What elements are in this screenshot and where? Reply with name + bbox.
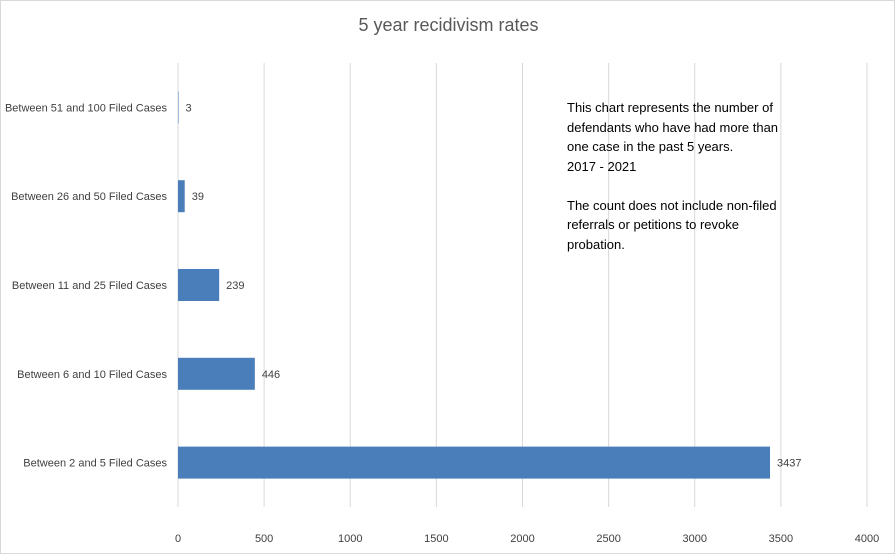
annotation-line-5	[567, 176, 817, 196]
category-label-4: Between 6 and 10 Filed Cases	[17, 369, 167, 381]
annotation-line-6: The count does not include non-filed	[567, 197, 777, 213]
data-label-5: 3437	[777, 458, 801, 470]
x-tick-500: 500	[255, 533, 273, 545]
annotation-line-3: one case in the past 5 years.	[567, 139, 734, 154]
chart-annotation: This chart represents the number of defen…	[567, 98, 817, 254]
data-label-4: 446	[262, 369, 280, 381]
data-labels: 3 39 239 446 3437	[186, 102, 802, 469]
bar-5	[178, 446, 771, 479]
category-label-5: Between 2 and 5 Filed Cases	[23, 458, 167, 470]
data-label-1: 3	[186, 102, 192, 114]
category-labels: Between 51 and 100 Filed Cases Between 26…	[5, 102, 168, 469]
bar-2	[178, 180, 185, 213]
x-tick-0: 0	[175, 533, 181, 545]
category-label-2: Between 26 and 50 Filed Cases	[11, 191, 167, 203]
bar-3	[178, 269, 220, 301]
data-label-3: 239	[226, 280, 244, 292]
x-tick-3500: 3500	[769, 533, 793, 545]
x-tick-2500: 2500	[596, 533, 620, 545]
data-label-2: 39	[192, 191, 204, 203]
chart-title: 5 year recidivism rates	[358, 15, 539, 35]
annotation-line-8: probation.	[567, 236, 625, 252]
annotation-line-2: defendants who have had more than	[567, 119, 779, 135]
annotation-line-4: 2017 - 2021	[567, 158, 637, 174]
annotation-line-7: referrals or petitions to revoke	[567, 217, 739, 232]
x-tick-1500: 1500	[424, 533, 448, 545]
category-label-1: Between 51 and 100 Filed Cases	[5, 102, 168, 114]
x-tick-4000: 4000	[855, 533, 879, 545]
bars	[178, 91, 771, 479]
x-tick-3000: 3000	[683, 533, 707, 545]
category-label-3: Between 11 and 25 Filed Cases	[12, 280, 168, 292]
bar-1	[178, 91, 179, 124]
x-tick-2000: 2000	[510, 533, 534, 545]
bar-4	[178, 357, 255, 390]
x-tick-labels: 0 500 1000 1500 2000 2500 3000 3500 4000	[175, 533, 879, 545]
x-tick-1000: 1000	[338, 533, 362, 545]
annotation-line-1: This chart represents the number of	[567, 100, 773, 115]
